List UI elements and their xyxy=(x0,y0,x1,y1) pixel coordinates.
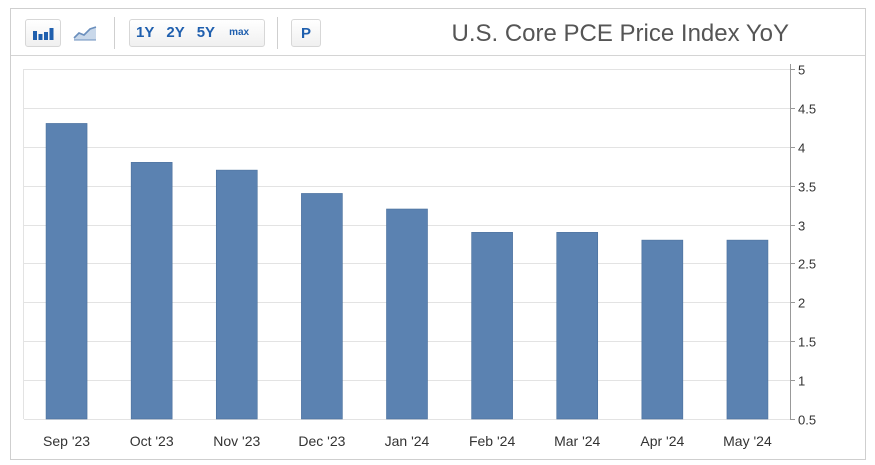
bar-chart-icon xyxy=(33,28,54,40)
chart-title: U.S. Core PCE Price Index YoY xyxy=(451,20,790,47)
x-tick-label: Feb '24 xyxy=(469,433,515,449)
range-2y-button[interactable]: 2Y xyxy=(166,24,185,41)
x-tick-label: Jan '24 xyxy=(385,433,430,449)
y-tick-label: 5 xyxy=(798,63,805,78)
toolbar-separator xyxy=(277,17,278,49)
y-tick-label: 0.5 xyxy=(798,413,816,428)
bar xyxy=(471,232,513,420)
y-tick-label: 2.5 xyxy=(798,257,816,272)
x-tick-label: Sep '23 xyxy=(43,433,90,449)
x-tick-label: Apr '24 xyxy=(640,433,684,449)
y-tick-label: 4.5 xyxy=(798,102,816,117)
bar xyxy=(45,123,88,420)
bar xyxy=(386,208,428,420)
bar xyxy=(301,193,343,420)
line-chart-icon xyxy=(73,26,97,41)
bar xyxy=(215,169,258,420)
y-tick-label: 3.5 xyxy=(798,180,816,195)
bar xyxy=(726,239,769,420)
range-selector: 1Y 2Y 5Y max xyxy=(129,19,265,47)
y-tick-label: 4 xyxy=(798,141,805,156)
y-tick-label: 3 xyxy=(798,219,805,234)
bar xyxy=(556,232,599,420)
bar xyxy=(641,239,684,420)
range-max-button[interactable]: max xyxy=(229,27,250,38)
range-5y-button[interactable]: 5Y xyxy=(196,24,216,41)
bar xyxy=(130,162,173,420)
range-1y-button[interactable]: 1Y xyxy=(136,24,155,41)
x-tick-label: Oct '23 xyxy=(130,433,174,449)
p-button[interactable]: P xyxy=(291,19,321,47)
p-button-label: P xyxy=(300,24,311,42)
x-tick-label: Mar '24 xyxy=(554,433,600,449)
chart-toolbar: 1Y 2Y 5Y max P U.S. Core PCE Price Index… xyxy=(11,9,865,56)
y-tick-label: 2 xyxy=(798,296,805,311)
y-tick-label: 1.5 xyxy=(798,335,816,350)
bar-chart-button[interactable] xyxy=(25,19,61,47)
x-tick-label: May '24 xyxy=(723,433,772,449)
x-tick-label: Dec '23 xyxy=(298,433,345,449)
line-chart-button[interactable] xyxy=(67,19,103,47)
toolbar-separator xyxy=(114,17,115,49)
y-tick-label: 1 xyxy=(798,374,805,389)
x-tick-label: Nov '23 xyxy=(213,433,260,449)
